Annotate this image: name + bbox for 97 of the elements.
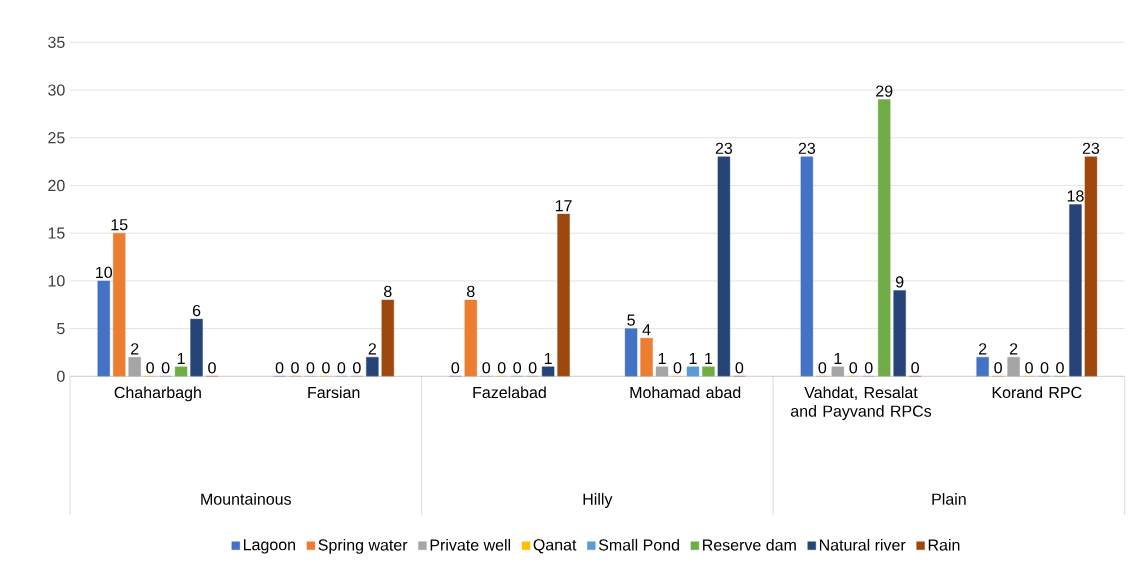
data-label: 10 bbox=[96, 266, 113, 279]
bar bbox=[381, 299, 395, 377]
bar bbox=[831, 366, 845, 377]
data-label: 0 bbox=[337, 362, 346, 374]
data-label: 1 bbox=[689, 352, 697, 364]
data-label: 0 bbox=[161, 362, 170, 374]
bar bbox=[702, 366, 715, 377]
data-label: 0 bbox=[291, 362, 299, 374]
data-label: 0 bbox=[849, 362, 858, 374]
data-label: 5 bbox=[627, 314, 635, 326]
y-tick-label: 15 bbox=[48, 227, 65, 239]
legend-label: Small Pond bbox=[598, 538, 679, 551]
legend-label: Spring water bbox=[318, 538, 408, 554]
legend-label: Lagoon bbox=[243, 539, 296, 554]
bar bbox=[800, 156, 814, 377]
bar bbox=[97, 280, 110, 377]
x-tick-label: Chaharbagh bbox=[114, 386, 201, 402]
data-label: 0 bbox=[353, 362, 361, 374]
legend-label: Rain bbox=[928, 538, 960, 551]
data-label: 1 bbox=[834, 352, 842, 364]
data-label: 23 bbox=[715, 142, 733, 154]
text: Hilly bbox=[583, 493, 613, 508]
y-tick-label: 35 bbox=[48, 36, 65, 48]
bar bbox=[557, 213, 570, 377]
bar bbox=[190, 318, 203, 377]
bar bbox=[128, 357, 141, 377]
bar bbox=[1084, 156, 1098, 377]
data-label: 0 bbox=[451, 362, 460, 374]
bar bbox=[655, 366, 669, 377]
bar bbox=[640, 337, 653, 377]
data-label: 1 bbox=[544, 352, 552, 364]
data-label: 0 bbox=[1025, 362, 1033, 374]
data-label: 17 bbox=[555, 200, 572, 212]
y-tick-label: 5 bbox=[57, 323, 65, 335]
bar bbox=[976, 357, 989, 377]
bar bbox=[624, 328, 638, 377]
data-label: 0 bbox=[1056, 362, 1064, 374]
bar bbox=[1007, 357, 1020, 377]
data-label: 6 bbox=[192, 304, 201, 317]
data-label: 23 bbox=[1082, 142, 1100, 154]
data-label: 8 bbox=[384, 285, 392, 298]
data-label: 0 bbox=[482, 362, 491, 374]
data-label: 1 bbox=[177, 352, 185, 364]
x-tick-label: Farsian bbox=[308, 386, 360, 399]
x-tick-label: Mohamad abad bbox=[630, 386, 741, 399]
data-label: 0 bbox=[994, 362, 1002, 374]
data-label: 0 bbox=[528, 362, 537, 374]
data-label: 1 bbox=[705, 352, 713, 364]
data-label: 0 bbox=[275, 362, 284, 374]
bar bbox=[1069, 204, 1082, 377]
data-label: 4 bbox=[642, 324, 651, 336]
y-tick-label: 30 bbox=[48, 84, 65, 96]
bar bbox=[174, 366, 188, 377]
x-tick-label: Fazelabad bbox=[473, 386, 546, 399]
text: Mountainous bbox=[201, 493, 291, 505]
data-label: 2 bbox=[1009, 343, 1018, 355]
data-label: 0 bbox=[322, 362, 330, 374]
data-label: 0 bbox=[673, 362, 682, 374]
bar bbox=[893, 290, 906, 377]
data-label: 8 bbox=[467, 285, 475, 298]
data-label: 1 bbox=[658, 352, 666, 364]
y-tick-label: 25 bbox=[48, 132, 65, 144]
data-label: 18 bbox=[1067, 190, 1084, 202]
y-tick-label: 10 bbox=[48, 275, 65, 287]
data-label: 29 bbox=[876, 85, 893, 97]
data-label: 0 bbox=[513, 362, 522, 374]
data-label: 0 bbox=[864, 362, 873, 374]
data-label: 0 bbox=[306, 362, 315, 374]
data-label: 0 bbox=[146, 362, 154, 374]
data-label: 0 bbox=[208, 362, 216, 374]
x-tick-label: Korand RPC bbox=[992, 386, 1082, 399]
data-label: 2 bbox=[131, 343, 139, 355]
bar bbox=[366, 357, 379, 377]
bar bbox=[878, 99, 891, 377]
data-label: 0 bbox=[497, 362, 506, 374]
bar bbox=[686, 366, 700, 377]
legend-label: Qanat bbox=[533, 539, 577, 554]
data-label: 0 bbox=[818, 362, 827, 374]
text: Plain bbox=[932, 493, 966, 505]
data-label: 2 bbox=[979, 343, 987, 355]
legend-label: Natural river bbox=[819, 538, 906, 551]
bar bbox=[464, 299, 477, 377]
y-tick-label: 20 bbox=[48, 179, 65, 192]
data-label: 2 bbox=[368, 343, 376, 355]
data-label: 23 bbox=[798, 142, 816, 154]
data-label: 15 bbox=[111, 219, 128, 231]
bar bbox=[113, 232, 126, 377]
bar bbox=[541, 366, 555, 377]
data-label: 0 bbox=[1040, 362, 1049, 374]
data-label: 0 bbox=[911, 362, 919, 374]
legend-label: Private well bbox=[430, 538, 511, 551]
x-tick-label: Vahdat, Resalat and Payvand RPCs bbox=[790, 386, 932, 420]
data-label: 9 bbox=[895, 276, 904, 288]
data-label: 0 bbox=[735, 362, 744, 374]
bar bbox=[717, 156, 731, 377]
y-tick-label: 0 bbox=[57, 370, 65, 382]
legend-label: Reserve dam bbox=[703, 538, 796, 551]
